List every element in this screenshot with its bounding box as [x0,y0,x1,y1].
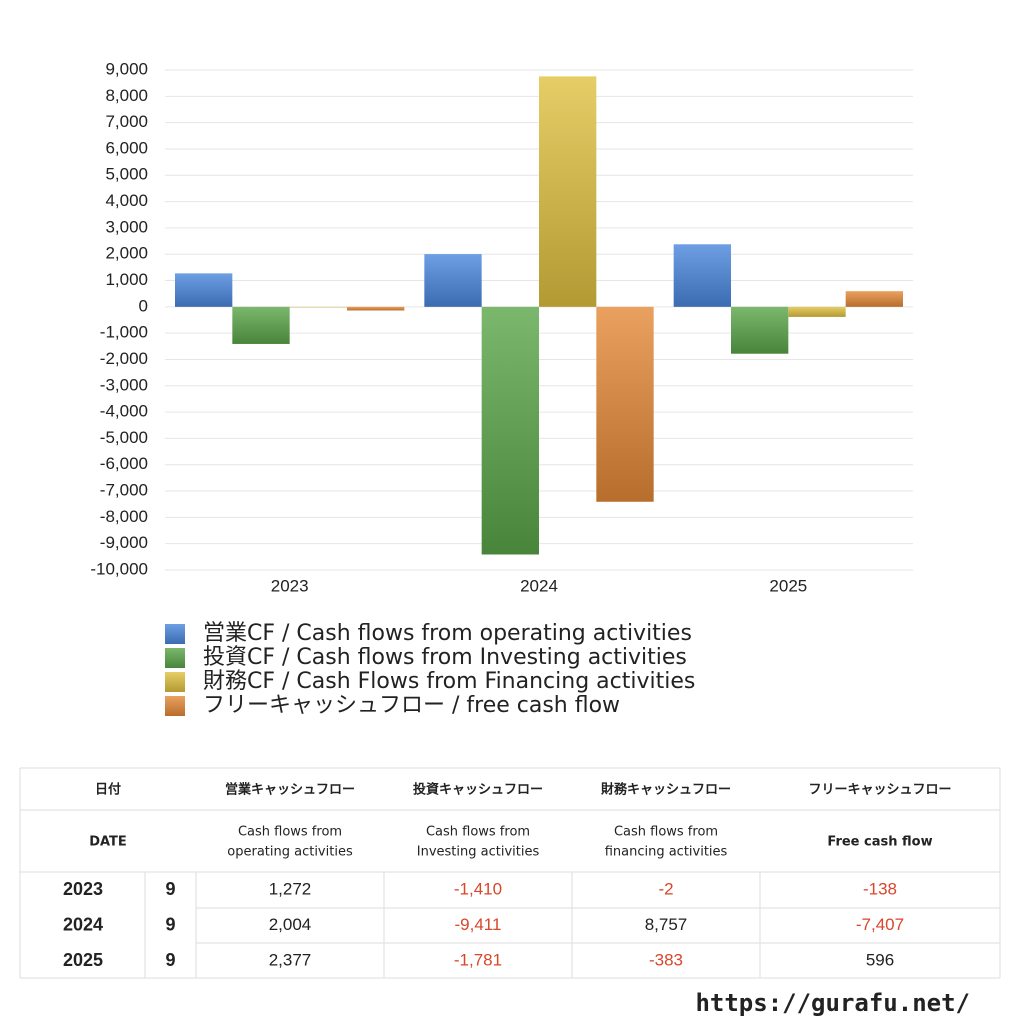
bar [845,291,903,307]
bar [596,306,654,502]
table-cell: -138 [863,879,897,898]
table-subheader: Cash flows from [614,825,718,840]
bar [731,306,789,354]
legend-swatch [165,672,185,692]
table-subheader: Cash flows from [238,825,342,840]
x-tick-label: 2023 [271,576,309,595]
table-subheader: DATE [89,835,127,850]
y-tick-label: 7,000 [105,112,148,131]
y-tick-label: 1,000 [105,270,148,289]
legend-swatch [165,696,185,716]
y-tick-label: -6,000 [100,454,148,473]
table-cell: 9 [165,879,175,899]
y-tick-label: -10,000 [90,559,148,578]
y-tick-label: -9,000 [100,533,148,552]
y-tick-label: 0 [139,296,148,315]
table-cell: -383 [649,950,683,969]
table-subheader: Cash flows from [426,825,530,840]
table-cell: -2 [658,879,673,898]
bar [673,244,731,307]
legend-label: 営業CF / Cash flows from operating activit… [203,621,692,646]
table-cell: 8,757 [645,915,688,934]
table-cell: 2,004 [269,915,312,934]
table-cell: -1,410 [454,879,502,898]
row-year: 2025 [63,950,103,970]
table-subheader: Investing activities [417,845,540,860]
table-cell: 9 [165,914,175,934]
y-tick-label: -7,000 [100,481,148,500]
y-tick-label: -4,000 [100,402,148,421]
y-tick-label: -1,000 [100,323,148,342]
y-tick-label: 5,000 [105,165,148,184]
table-cell: 2,377 [269,950,312,969]
table-header: 財務キャッシュフロー [600,782,731,798]
bar [539,76,597,307]
y-tick-label: -8,000 [100,507,148,526]
legend-swatch [165,624,185,644]
table-cell: 596 [866,950,894,969]
table-header: 営業キャッシュフロー [225,782,355,798]
legend-swatch [165,648,185,668]
y-tick-label: -2,000 [100,349,148,368]
y-tick-label: 9,000 [105,59,148,78]
bar [289,306,347,308]
bar [175,273,233,307]
y-tick-label: 2,000 [105,244,148,263]
site-url: https://gurafu.net/ [695,989,970,1017]
legend-label: フリーキャッシュフロー / free cash flow [203,693,620,718]
bar [788,306,846,317]
table-cell: -1,781 [454,950,502,969]
y-tick-label: -5,000 [100,428,148,447]
y-tick-label: -3,000 [100,375,148,394]
legend-label: 財務CF / Cash Flows from Financing activit… [203,669,695,694]
legend-label: 投資CF / Cash flows from Investing activit… [203,645,687,670]
y-tick-label: 6,000 [105,138,148,157]
x-tick-label: 2024 [520,576,558,595]
table-subheader: operating activities [227,845,353,860]
row-year: 2023 [63,879,103,899]
bar [347,306,405,311]
y-tick-label: 8,000 [105,86,148,105]
table-cell: 9 [165,950,175,970]
row-year: 2024 [63,914,103,934]
table-subheader: financing activities [605,845,728,860]
table-cell: -7,407 [856,915,904,934]
table-header: 日付 [95,782,121,798]
bar [481,306,539,555]
y-tick-label: 3,000 [105,217,148,236]
table-header: フリーキャッシュフロー [808,783,951,798]
y-tick-label: 4,000 [105,191,148,210]
table-subheader: Free cash flow [827,835,932,850]
table-header: 投資キャッシュフロー [413,782,543,798]
bar [232,306,290,344]
bar [424,254,482,307]
table-cell: 1,272 [269,879,312,898]
table-cell: -9,411 [455,915,502,934]
x-tick-label: 2025 [769,576,807,595]
